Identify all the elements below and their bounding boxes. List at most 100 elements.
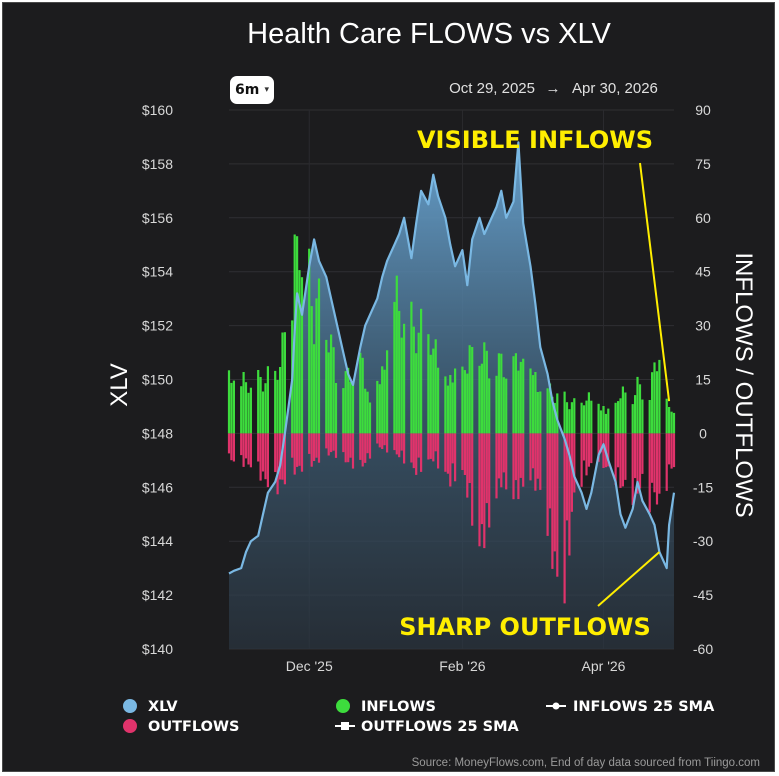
outflow-bar bbox=[607, 433, 610, 467]
outflow-bar bbox=[276, 433, 279, 495]
outflow-bar bbox=[614, 433, 617, 485]
date-range-arrow-icon: → bbox=[546, 80, 561, 97]
right-axis-label: INFLOWS / OUTFLOWS bbox=[730, 252, 757, 517]
date-range-end[interactable]: Apr 30, 2026 bbox=[572, 80, 658, 97]
inflow-bar bbox=[461, 366, 464, 434]
outflow-bar bbox=[483, 433, 486, 549]
outflow-bar bbox=[471, 433, 474, 526]
outflow-bar bbox=[449, 433, 452, 487]
outflow-bar bbox=[624, 433, 627, 480]
inflow-bar bbox=[247, 392, 250, 434]
inflow-bar bbox=[412, 326, 415, 434]
legend-inflows-label[interactable]: INFLOWS bbox=[361, 699, 436, 715]
outflow-bar bbox=[539, 433, 542, 490]
annotation-arrow-outflows bbox=[597, 551, 661, 607]
legend-outflows-sma-label[interactable]: OUTFLOWS 25 SMA bbox=[361, 719, 520, 735]
left-tick-label: $154 bbox=[142, 264, 173, 280]
inflow-bar bbox=[308, 248, 311, 434]
inflow-bar bbox=[349, 382, 352, 434]
outflow-bar bbox=[403, 433, 406, 464]
inflow-bar bbox=[366, 391, 369, 434]
right-tick-label: 75 bbox=[695, 156, 711, 172]
outflow-bar bbox=[242, 433, 245, 467]
outflow-bar bbox=[261, 433, 265, 472]
outflow-bar bbox=[617, 433, 620, 468]
inflow-bar bbox=[368, 402, 372, 434]
right-tick-label: -45 bbox=[693, 587, 713, 603]
xlv-area-fill bbox=[229, 142, 674, 650]
inflow-bar bbox=[386, 350, 389, 434]
outflow-bar bbox=[548, 433, 552, 509]
outflow-bar bbox=[590, 433, 593, 464]
inflow-bar bbox=[585, 400, 588, 434]
inflow-bar bbox=[563, 391, 566, 434]
inflow-bar bbox=[398, 310, 401, 434]
outflow-bar bbox=[364, 433, 367, 463]
outflow-bar bbox=[427, 433, 430, 460]
inflow-bar bbox=[415, 353, 418, 434]
inflow-bar bbox=[641, 399, 644, 434]
outflow-bar bbox=[310, 433, 313, 467]
inflow-bar bbox=[359, 352, 362, 434]
outflow-bar bbox=[344, 433, 347, 463]
inflow-bar bbox=[429, 354, 432, 434]
legend-xlv-label[interactable]: XLV bbox=[148, 699, 178, 715]
right-tick-label: 15 bbox=[695, 372, 711, 388]
inflow-bar bbox=[624, 392, 627, 434]
inflow-bar bbox=[417, 332, 420, 434]
inflow-bar bbox=[634, 395, 637, 434]
date-range-start[interactable]: Oct 29, 2025 bbox=[449, 80, 535, 97]
inflow-bar bbox=[604, 413, 607, 434]
legend-inflows-sma-label[interactable]: INFLOWS 25 SMA bbox=[573, 699, 715, 715]
outflow-bar bbox=[466, 433, 469, 498]
inflow-bar bbox=[454, 368, 457, 434]
outflow-bar bbox=[454, 433, 457, 482]
inflow-bar bbox=[670, 411, 673, 434]
outflow-bar bbox=[351, 433, 355, 469]
outflow-bar bbox=[488, 433, 491, 528]
inflow-bar bbox=[244, 382, 248, 434]
inflow-bar bbox=[529, 368, 532, 434]
right-tick-label: -30 bbox=[693, 533, 713, 549]
inflow-bar bbox=[672, 412, 676, 434]
legend-outflows-label[interactable]: OUTFLOWS bbox=[148, 719, 239, 735]
outflow-bar bbox=[573, 433, 576, 493]
inflow-bar bbox=[617, 401, 620, 434]
inflow-bar bbox=[602, 406, 605, 434]
outflow-bar bbox=[293, 433, 296, 475]
outflow-bar bbox=[553, 433, 556, 552]
outflow-bar bbox=[334, 433, 338, 458]
inflow-bar bbox=[364, 388, 367, 434]
range-dropdown[interactable]: 6m ▾ bbox=[230, 76, 274, 104]
outflow-bar bbox=[514, 433, 517, 481]
inflow-bar bbox=[665, 398, 668, 434]
right-tick-label: 0 bbox=[699, 425, 707, 441]
inflow-bar bbox=[573, 398, 576, 434]
inflow-bar bbox=[621, 386, 624, 434]
outflow-bar bbox=[500, 433, 503, 488]
outflow-bar bbox=[582, 433, 586, 461]
outflow-bar bbox=[568, 433, 571, 556]
outflow-bar bbox=[308, 433, 311, 454]
inflow-bar bbox=[444, 376, 447, 434]
outflow-bar bbox=[451, 433, 454, 464]
outflow-bar bbox=[670, 433, 673, 469]
outflow-bar bbox=[429, 433, 432, 459]
outflow-bar bbox=[638, 433, 642, 489]
outflow-bar bbox=[283, 433, 286, 485]
outflow-bar bbox=[531, 433, 535, 469]
left-tick-label: $142 bbox=[142, 587, 173, 603]
outflow-bar bbox=[468, 433, 471, 483]
outflow-bar bbox=[313, 433, 316, 461]
inflow-bar bbox=[638, 384, 642, 434]
left-tick-label: $156 bbox=[142, 210, 173, 226]
inflow-bar bbox=[590, 400, 593, 434]
inflow-bar bbox=[283, 332, 286, 434]
right-tick-label: 90 bbox=[695, 102, 711, 118]
inflow-bar bbox=[264, 383, 267, 434]
inflow-bar bbox=[276, 380, 279, 434]
inflow-bar bbox=[587, 392, 590, 434]
x-tick-label: Apr '26 bbox=[582, 658, 626, 674]
inflow-bar bbox=[522, 358, 525, 434]
left-tick-label: $148 bbox=[142, 425, 173, 441]
